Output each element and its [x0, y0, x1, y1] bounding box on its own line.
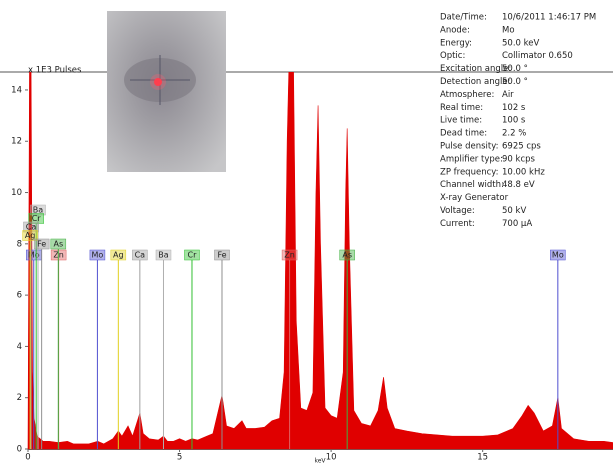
x-tick-label: 15 [477, 453, 488, 463]
element-label: Zn [284, 251, 295, 260]
element-label: As [342, 251, 352, 260]
element-label-box [550, 249, 566, 261]
y-tick-label: 10 [11, 188, 22, 198]
element-label: Fe [217, 251, 226, 260]
y-tick-label: 2 [17, 393, 22, 403]
element-label: Cr [188, 251, 198, 260]
element-label-box [28, 213, 44, 224]
element-label: Ag [113, 251, 124, 260]
info-label: X-ray Generator [440, 193, 509, 203]
x-tick-label: 5 [177, 453, 182, 463]
info-value: 100 s [502, 116, 526, 126]
info-value: 48.8 eV [502, 180, 535, 190]
info-value: 2.2 % [502, 129, 526, 139]
element-label: Ca [26, 223, 37, 232]
x-axis-label: keV [314, 458, 326, 465]
element-label-box [132, 249, 148, 261]
element-label: Ag [25, 231, 36, 240]
element-label: Fe [37, 240, 46, 249]
info-label: Anode: [440, 25, 470, 35]
info-label: ZP frequency: [440, 167, 499, 177]
info-value: 50.0 ° [502, 77, 528, 87]
y-tick-label: 14 [11, 85, 22, 95]
element-label-box [33, 238, 50, 250]
info-value: 50.0 keV [502, 38, 539, 48]
element-label: As [53, 240, 63, 249]
element-label: Mo [92, 251, 104, 260]
info-value: 102 s [502, 103, 526, 113]
element-label-box [155, 249, 172, 261]
info-value: 50.0 ° [502, 64, 528, 74]
x-tick-label: 10 [326, 453, 337, 463]
element-label: Ca [135, 251, 146, 260]
element-label-box [214, 249, 230, 261]
info-label: Pulse density: [440, 142, 499, 152]
element-label: Ba [33, 206, 43, 215]
x-tick-label: 0 [25, 453, 30, 463]
info-label: Amplifier type: [440, 154, 503, 164]
info-value: 50 kV [502, 206, 526, 216]
info-panel: Date/Time: 10/6/2011 1:46:17 PM Anode: Mo En… [440, 13, 596, 229]
info-label: Real time: [440, 103, 483, 113]
info-label: Dead time: [440, 129, 487, 139]
info-label: Channel width: [440, 180, 504, 190]
info-label: Optic: [440, 51, 465, 61]
info-label: Excitation angle: [440, 64, 511, 74]
y-tick-label: 12 [11, 137, 22, 147]
element-label-box [184, 249, 200, 261]
info-value: 10.00 kHz [502, 167, 545, 177]
y-axis-label: x 1E3 Pulses [28, 66, 82, 76]
element-label-box [23, 221, 39, 233]
element-label: Mo [28, 251, 40, 260]
element-label-box [89, 249, 106, 261]
element-label: Ba [158, 251, 168, 260]
info-value: Mo [502, 25, 515, 35]
element-label-box [281, 249, 298, 261]
info-label: Live time: [440, 116, 482, 126]
element-label-box [22, 230, 38, 241]
info-value: 90 kcps [502, 154, 536, 164]
info-label: Detection angle: [440, 77, 510, 87]
element-label-box [30, 204, 46, 216]
info-label: Energy: [440, 38, 472, 48]
element-label-box [110, 249, 127, 261]
spectrum-area [27, 72, 613, 450]
element-label-box [50, 238, 67, 250]
info-value: Air [502, 90, 514, 100]
info-value: 700 µA [502, 219, 532, 229]
info-value: 6925 cps [502, 142, 541, 152]
info-value: Collimator 0.650 [502, 51, 573, 61]
camera-image [107, 11, 226, 172]
y-tick-label: 6 [17, 291, 22, 301]
y-tick-label: 0 [17, 445, 22, 455]
y-tick-label: 8 [17, 239, 22, 249]
y-tick-label: 4 [17, 342, 22, 352]
info-label: Current: [440, 219, 475, 229]
element-label: Cr [32, 214, 42, 223]
info-label: Atmosphere: [440, 90, 494, 100]
info-label: Voltage: [440, 206, 475, 216]
element-label-box [339, 249, 355, 261]
element-label: Mo [552, 251, 564, 260]
info-label: Date/Time: [440, 13, 487, 23]
info-value: 10/6/2011 1:46:17 PM [502, 13, 596, 23]
